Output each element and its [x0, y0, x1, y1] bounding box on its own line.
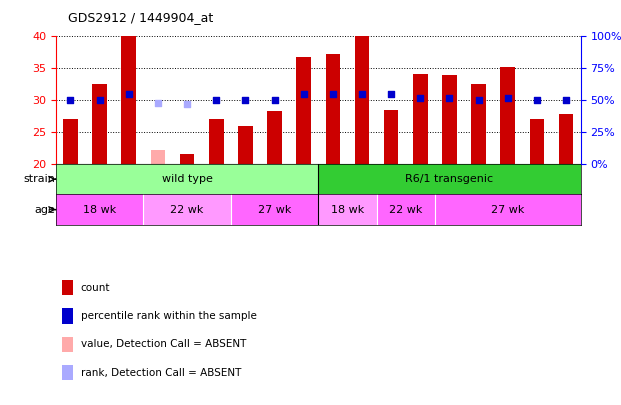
- Text: 18 wk: 18 wk: [331, 205, 364, 215]
- Bar: [471, 84, 486, 164]
- Bar: [559, 114, 573, 164]
- Point: [153, 100, 163, 106]
- Bar: [180, 154, 194, 164]
- Point: [474, 97, 484, 103]
- Bar: [63, 119, 78, 164]
- Bar: [530, 119, 544, 164]
- Bar: [93, 84, 107, 164]
- Point: [328, 91, 338, 97]
- Point: [240, 97, 250, 103]
- Bar: [355, 36, 369, 164]
- Text: 22 wk: 22 wk: [170, 205, 204, 215]
- Point: [211, 97, 221, 103]
- Text: GDS2912 / 1449904_at: GDS2912 / 1449904_at: [68, 11, 214, 24]
- Point: [532, 97, 542, 103]
- Bar: [413, 74, 428, 164]
- Text: R6/1 transgenic: R6/1 transgenic: [406, 174, 494, 184]
- Point: [124, 91, 134, 97]
- Point: [182, 101, 192, 107]
- Bar: [56, 194, 143, 225]
- Text: rank, Detection Call = ABSENT: rank, Detection Call = ABSENT: [81, 368, 241, 377]
- Point: [94, 97, 104, 103]
- Text: strain: strain: [24, 174, 55, 184]
- Bar: [376, 194, 435, 225]
- Bar: [325, 54, 340, 164]
- Text: 27 wk: 27 wk: [491, 205, 525, 215]
- Text: value, Detection Call = ABSENT: value, Detection Call = ABSENT: [81, 339, 246, 349]
- Text: count: count: [81, 283, 111, 292]
- Text: wild type: wild type: [161, 174, 212, 184]
- Point: [65, 97, 75, 103]
- Bar: [267, 111, 282, 164]
- Text: percentile rank within the sample: percentile rank within the sample: [81, 311, 256, 321]
- Bar: [238, 126, 253, 164]
- Text: age: age: [34, 205, 55, 215]
- Bar: [318, 194, 376, 225]
- Bar: [384, 111, 399, 164]
- Text: 27 wk: 27 wk: [258, 205, 291, 215]
- Point: [386, 91, 396, 97]
- Bar: [442, 75, 456, 164]
- Point: [415, 94, 425, 101]
- Bar: [501, 67, 515, 164]
- Bar: [143, 194, 231, 225]
- Bar: [296, 58, 311, 164]
- Bar: [56, 164, 318, 194]
- Bar: [151, 150, 165, 164]
- Text: 18 wk: 18 wk: [83, 205, 116, 215]
- Bar: [318, 164, 581, 194]
- Point: [299, 91, 309, 97]
- Point: [270, 97, 279, 103]
- Bar: [209, 119, 224, 164]
- Bar: [122, 36, 136, 164]
- Text: 22 wk: 22 wk: [389, 205, 422, 215]
- Point: [561, 97, 571, 103]
- Point: [445, 94, 455, 101]
- Point: [357, 91, 367, 97]
- Point: [503, 94, 513, 101]
- Bar: [435, 194, 581, 225]
- Bar: [231, 194, 318, 225]
